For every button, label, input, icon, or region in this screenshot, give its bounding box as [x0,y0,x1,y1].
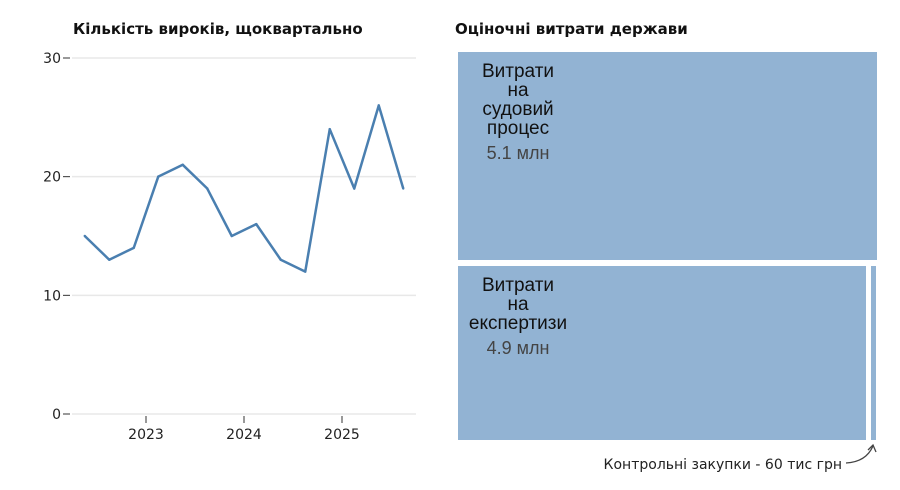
treemap-rect-purchases [871,266,876,440]
treemap-label: процес [487,118,549,139]
y-tick-label: 10 [43,288,61,304]
data-point [230,234,233,238]
data-point [402,187,405,190]
data-point [132,246,135,250]
data-point [328,128,331,131]
treemap-label: на [507,294,528,315]
x-tick-label: 2025 [324,427,360,443]
y-tick-label: 0 [52,407,61,423]
data-point [353,187,356,190]
data-point [83,234,86,238]
treemap-label: судовий [482,99,553,120]
treemap-label: експертизи [469,313,567,334]
treemap-annotation: Контрольні закупки - 60 тис грн [604,457,842,473]
treemap-rect-court [458,52,877,260]
treemap-value: 5.1 млн [487,143,550,163]
treemap-label: Витрати [482,61,554,82]
y-tick-label: 30 [43,51,61,67]
arrowhead-icon [867,443,877,453]
x-tick-label: 2024 [226,427,262,443]
line-chart: 0 10 20 30 2023 2024 2025 [43,51,416,443]
annotation-arrow-icon [845,445,874,464]
treemap: Витрати на судовий процес 5.1 млн Витрат… [458,52,877,473]
data-point [108,258,111,261]
line-chart-title: Кількість вироків, щоквартально [73,20,363,38]
data-point [279,258,282,261]
data-point [255,222,258,226]
data-point [181,163,184,166]
data-point [304,270,307,273]
treemap-title: Оціночні витрати держави [455,20,688,38]
data-point [157,175,160,178]
treemap-label: на [507,80,528,101]
y-tick-label: 20 [43,170,61,186]
treemap-rect-expertise [458,266,866,440]
data-point [206,187,209,190]
data-point [377,104,380,107]
x-tick-label: 2023 [128,427,164,443]
treemap-value: 4.9 млн [487,338,550,358]
treemap-label: Витрати [482,275,554,296]
series-line [83,104,405,273]
